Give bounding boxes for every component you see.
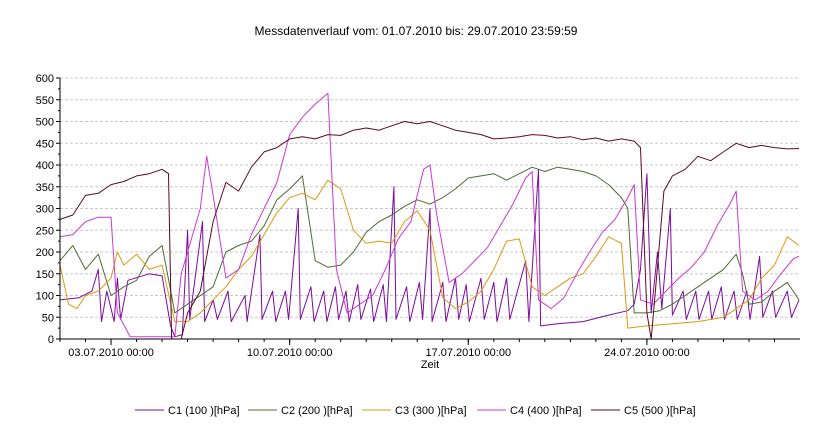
series-line-c2 bbox=[59, 166, 800, 314]
x-axis-label: Zeit bbox=[421, 359, 439, 371]
legend-label: C3 (300 )[hPa] bbox=[395, 405, 467, 417]
y-tick-label: 300 bbox=[36, 204, 54, 216]
y-tick-label: 200 bbox=[36, 247, 54, 259]
legend: C1 (100 )[hPa] C2 (200 )[hPa] C3 (300 )[hP… bbox=[135, 405, 696, 417]
series-line-c4 bbox=[59, 92, 800, 338]
y-tick-label: 450 bbox=[36, 138, 54, 150]
y-tick-label: 50 bbox=[42, 312, 54, 324]
x-tick-label: 10.07.2010 00:00 bbox=[247, 347, 333, 359]
legend-label: C4 (400 )[hPa] bbox=[510, 405, 582, 417]
y-tick-label: 550 bbox=[36, 95, 54, 107]
y-tick-label: 250 bbox=[36, 225, 54, 237]
series-line-c3 bbox=[59, 179, 800, 329]
y-tick-label: 0 bbox=[48, 334, 54, 346]
legend-label: C5 (500 )[hPa] bbox=[624, 405, 696, 417]
chart-title: Messdatenverlauf vom: 01.07.2010 bis: 29… bbox=[255, 24, 578, 38]
x-tick-label: 03.07.2010 00:00 bbox=[68, 347, 154, 359]
x-tick-label: 17.07.2010 00:00 bbox=[425, 347, 511, 359]
y-tick-label: 350 bbox=[36, 182, 54, 194]
y-tick-label: 600 bbox=[36, 73, 54, 85]
y-ticks: 0 50 100 150 200 250 300 350 400 450 500 550 600 bbox=[36, 73, 60, 346]
y-tick-label: 150 bbox=[36, 269, 54, 281]
x-ticks: 03.07.2010 00:00 10.07.2010 00:00 17.07.20… bbox=[59, 339, 775, 359]
y-tick-label: 500 bbox=[36, 117, 54, 129]
legend-label: C2 (200 )[hPa] bbox=[281, 405, 353, 417]
legend-label: C1 (100 )[hPa] bbox=[168, 405, 240, 417]
series-layer bbox=[59, 92, 800, 340]
y-tick-label: 100 bbox=[36, 291, 54, 303]
x-tick-label: 24.07.2010 00:00 bbox=[604, 347, 690, 359]
y-tick-label: 400 bbox=[36, 160, 54, 172]
series-line-c1 bbox=[59, 168, 800, 338]
